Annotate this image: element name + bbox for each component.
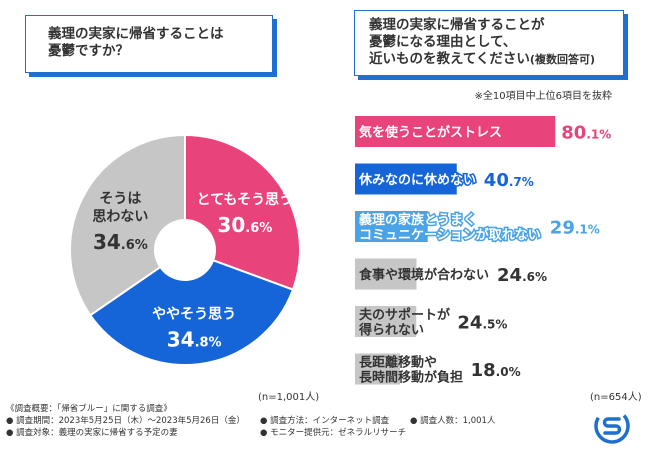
bar bbox=[355, 116, 556, 147]
pie-slice-value: 34.8% bbox=[167, 327, 222, 351]
bar bbox=[355, 258, 417, 290]
note-text: ※全10項目中上位6項目を抜粋 bbox=[474, 91, 612, 102]
bar-category-label: 義理の家族とうまく bbox=[359, 212, 476, 228]
bar-value-label: 24.5% bbox=[457, 313, 507, 334]
pie-slice-label: そうは bbox=[99, 191, 141, 207]
bar-chart: 気を使うことがストレス 80.1% 休みなのに休めない 40.7% 義理の家族とうまくコ… bbox=[355, 116, 613, 386]
footer-people: ● 調査人数：1,001人 bbox=[410, 416, 496, 426]
pie-sample-size: (n=1,001人) bbox=[258, 392, 320, 403]
pie-slice-value: 30.6% bbox=[217, 213, 272, 237]
footer-summary: 《調査概要：「帰省ブルー」に関する調査》 bbox=[6, 404, 172, 414]
bar-category-label: コミュニケーションが取れない bbox=[359, 227, 541, 243]
bar-value-label: 80.1% bbox=[561, 123, 611, 144]
bar bbox=[355, 163, 457, 195]
footer-target: ● 調査対象：義理の実家に帰省する予定の妻 bbox=[6, 428, 178, 438]
bar-category-label: 長距離移動や bbox=[359, 355, 437, 371]
pie-slice-very-much bbox=[184, 133, 301, 291]
pie-slice-label: 思わない bbox=[92, 209, 148, 225]
bar bbox=[355, 353, 400, 385]
bar bbox=[355, 211, 428, 242]
bar-category-label: 夫のサポートが bbox=[359, 307, 450, 323]
survey-footer: 《調査概要：「帰省ブルー」に関する調査》 ● 調査期間：2023年5月25日（木… bbox=[0, 400, 650, 450]
pie-slice-label: とてもそう思う bbox=[197, 192, 294, 208]
question-right-text: 義理の実家に帰省することが 憂鬱になる理由として、 近いものを教えてください(複… bbox=[369, 17, 595, 67]
pie-slice-somewhat bbox=[88, 259, 295, 366]
footer-method: ● 調査方法：インターネット調査 bbox=[260, 416, 390, 426]
question-box-left: 義理の実家に帰省することは 憂鬱ですか？ bbox=[25, 15, 273, 73]
footer-monitor: ● モニター提供元：ゼネラルリサーチ bbox=[260, 428, 407, 438]
brand-logo-icon bbox=[594, 408, 630, 444]
bar-category-label: 食事や環境が合わない bbox=[359, 267, 489, 283]
bar-sample-size: (n=654人) bbox=[590, 392, 642, 403]
question-left-text: 義理の実家に帰省することは 憂鬱ですか？ bbox=[48, 26, 224, 59]
bar-category-label: 休みなのに休めない bbox=[358, 172, 476, 188]
bar bbox=[355, 306, 417, 337]
bar-category-label: 気を使うことがストレス bbox=[359, 125, 502, 141]
bar-value-label: 18.0% bbox=[471, 360, 521, 381]
bar-category-label: 得られない bbox=[358, 322, 424, 338]
bar-value-label: 24.6% bbox=[497, 265, 547, 286]
bar-category-label: 長時間移動が負担 bbox=[359, 370, 463, 386]
pie-slice-label: ややそう思う bbox=[152, 306, 236, 322]
bar-value-label: 29.1% bbox=[550, 218, 600, 239]
pie-slice-value: 34.6% bbox=[93, 230, 148, 254]
bar-value-label: 40.7% bbox=[484, 170, 534, 191]
question-box-right: 義理の実家に帰省することが 憂鬱になる理由として、 近いものを教えてください(複… bbox=[354, 10, 624, 76]
pie-slice-not-really bbox=[69, 133, 186, 317]
footer-period: ● 調査期間：2023年5月25日（木）〜2023年5月26日（金） bbox=[6, 416, 245, 426]
